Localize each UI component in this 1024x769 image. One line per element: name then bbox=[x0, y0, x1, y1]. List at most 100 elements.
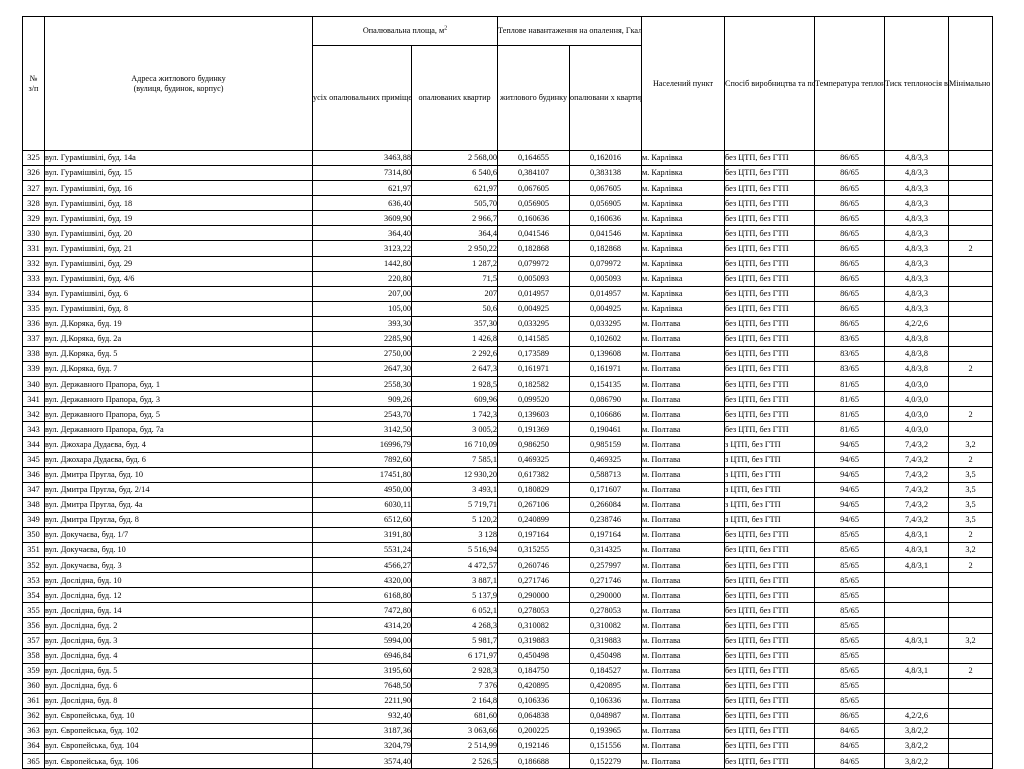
cell-load-apartments: 0,067605 bbox=[568, 180, 643, 197]
cell-load-building: 0,067605 bbox=[497, 180, 570, 197]
cell-settlement: м. Полтава bbox=[641, 587, 726, 604]
cell-min-pressure bbox=[948, 270, 994, 287]
cell-load-building: 0,310082 bbox=[497, 617, 570, 634]
cell-address: вул. Дмитра Пругла, буд. 8 bbox=[44, 511, 313, 528]
header-col-settlement: Населений пункт bbox=[641, 16, 726, 151]
cell-pressure: 4,0/3,0 bbox=[884, 421, 950, 438]
cell-load-apartments: 0,106686 bbox=[568, 406, 643, 423]
cell-area-heated: 5 981,7 bbox=[411, 632, 498, 649]
cell-pressure: 7,4/3,2 bbox=[884, 496, 950, 513]
cell-row-number: 344 bbox=[22, 436, 45, 453]
cell-temperature: 94/65 bbox=[814, 466, 886, 483]
cell-row-number: 329 bbox=[22, 210, 45, 227]
cell-method: з ЦТП, без ГТП bbox=[724, 496, 816, 513]
cell-method: без ЦТП, без ГТП bbox=[724, 542, 816, 559]
cell-address: вул. Д.Коряка, буд. 5 bbox=[44, 346, 313, 363]
cell-load-building: 0,041546 bbox=[497, 225, 570, 242]
cell-temperature: 85/65 bbox=[814, 617, 886, 634]
cell-min-pressure bbox=[948, 421, 994, 438]
cell-area-all: 17451,80 bbox=[312, 466, 412, 483]
table-row: 328 вул. Гурамішвілі, буд. 18 636,40 505,70… bbox=[22, 195, 994, 212]
cell-row-number: 357 bbox=[22, 632, 45, 649]
cell-temperature: 86/65 bbox=[814, 255, 886, 272]
cell-area-heated: 5 137,9 bbox=[411, 587, 498, 604]
cell-temperature: 86/65 bbox=[814, 285, 886, 302]
cell-temperature: 86/65 bbox=[814, 180, 886, 197]
cell-load-apartments: 0,278053 bbox=[568, 602, 643, 619]
cell-area-all: 7314,80 bbox=[312, 165, 412, 182]
cell-load-building: 0,290000 bbox=[497, 587, 570, 604]
cell-area-heated: 207 bbox=[411, 285, 498, 302]
cell-method: без ЦТП, без ГТП bbox=[724, 572, 816, 589]
cell-settlement: м. Карлівка bbox=[641, 149, 726, 167]
cell-load-apartments: 0,420895 bbox=[568, 677, 643, 694]
cell-address: вул. Докучаєва, буд. 1/7 bbox=[44, 526, 313, 544]
cell-load-building: 0,056905 bbox=[497, 195, 570, 212]
cell-settlement: м. Полтава bbox=[641, 677, 726, 694]
cell-settlement: м. Карлівка bbox=[641, 240, 726, 257]
cell-temperature: 86/65 bbox=[814, 165, 886, 182]
header-group-heated-area: Опалювальна площа, м2 bbox=[312, 16, 498, 46]
cell-load-apartments: 0,033295 bbox=[568, 315, 643, 332]
cell-min-pressure bbox=[948, 376, 994, 393]
cell-method: без ЦТП, без ГТП bbox=[724, 149, 816, 167]
cell-load-building: 0,191369 bbox=[497, 421, 570, 438]
cell-load-building: 0,197164 bbox=[497, 526, 570, 544]
cell-load-apartments: 0,056905 bbox=[568, 195, 643, 212]
cell-area-all: 6512,60 bbox=[312, 511, 412, 528]
cell-min-pressure bbox=[948, 647, 994, 664]
cell-temperature: 94/65 bbox=[814, 436, 886, 453]
cell-area-all: 5531,24 bbox=[312, 542, 412, 559]
cell-min-pressure bbox=[948, 180, 994, 197]
cell-address: вул. Дослідна, буд. 10 bbox=[44, 572, 313, 589]
cell-load-building: 0,005093 bbox=[497, 270, 570, 287]
cell-row-number: 345 bbox=[22, 451, 45, 468]
cell-pressure: 7,4/3,2 bbox=[884, 481, 950, 498]
cell-pressure bbox=[884, 692, 950, 709]
cell-settlement: м. Полтава bbox=[641, 572, 726, 589]
table-row: 352 вул. Докучаєва, буд. 3 4566,27 4 472,57… bbox=[22, 557, 994, 574]
cell-pressure: 4,8/3,3 bbox=[884, 300, 950, 317]
cell-area-all: 2750,00 bbox=[312, 346, 412, 363]
cell-method: з ЦТП, без ГТП bbox=[724, 511, 816, 528]
cell-row-number: 343 bbox=[22, 421, 45, 438]
cell-area-heated: 6 540,6 bbox=[411, 165, 498, 182]
cell-min-pressure bbox=[948, 677, 994, 694]
cell-method: без ЦТП, без ГТП bbox=[724, 346, 816, 363]
cell-area-all: 3204,79 bbox=[312, 738, 412, 755]
cell-temperature: 84/65 bbox=[814, 753, 886, 769]
cell-address: вул. Дослідна, буд. 6 bbox=[44, 677, 313, 694]
cell-load-building: 0,186688 bbox=[497, 753, 570, 769]
table-row: 335 вул. Гурамішвілі, буд. 8 105,00 50,6 0,0… bbox=[22, 300, 994, 317]
cell-area-all: 1442,80 bbox=[312, 255, 412, 272]
cell-load-building: 0,004925 bbox=[497, 300, 570, 317]
cell-area-all: 2647,30 bbox=[312, 361, 412, 378]
cell-row-number: 363 bbox=[22, 722, 45, 740]
cell-address: вул. Державного Прапора, буд. 7а bbox=[44, 421, 313, 438]
table-row: 354 вул. Дослідна, буд. 12 6168,80 5 137,9 0… bbox=[22, 587, 994, 604]
cell-area-all: 6030,11 bbox=[312, 496, 412, 513]
cell-temperature: 84/65 bbox=[814, 738, 886, 755]
table-row: 327 вул. Гурамішвілі, буд. 16 621,97 621,97… bbox=[22, 180, 994, 197]
cell-address: вул. Гурамішвілі, буд. 8 bbox=[44, 300, 313, 317]
cell-settlement: м. Карлівка bbox=[641, 285, 726, 302]
cell-address: вул. Дмитра Пругла, буд. 10 bbox=[44, 466, 313, 483]
cell-area-all: 364,40 bbox=[312, 225, 412, 242]
cell-area-all: 2543,70 bbox=[312, 406, 412, 423]
cell-area-heated: 621,97 bbox=[411, 180, 498, 197]
cell-min-pressure: 2 bbox=[948, 526, 994, 544]
cell-pressure: 4,8/3,3 bbox=[884, 255, 950, 272]
cell-row-number: 365 bbox=[22, 753, 45, 769]
cell-min-pressure bbox=[948, 753, 994, 769]
cell-method: без ЦТП, без ГТП bbox=[724, 255, 816, 272]
cell-min-pressure bbox=[948, 617, 994, 634]
header-col-pressure: Тиск теплоносія відповідно гідравлічного… bbox=[884, 16, 950, 151]
cell-pressure: 4,0/3,0 bbox=[884, 391, 950, 408]
cell-load-building: 0,617382 bbox=[497, 466, 570, 483]
cell-method: без ЦТП, без ГТП bbox=[724, 391, 816, 408]
cell-method: без ЦТП, без ГТП bbox=[724, 300, 816, 317]
cell-address: вул. Дмитра Пругла, буд. 2/14 bbox=[44, 481, 313, 498]
table-row: 348 вул. Дмитра Пругла, буд. 4а 6030,11 5 7… bbox=[22, 496, 994, 513]
cell-load-apartments: 0,005093 bbox=[568, 270, 643, 287]
cell-pressure bbox=[884, 617, 950, 634]
